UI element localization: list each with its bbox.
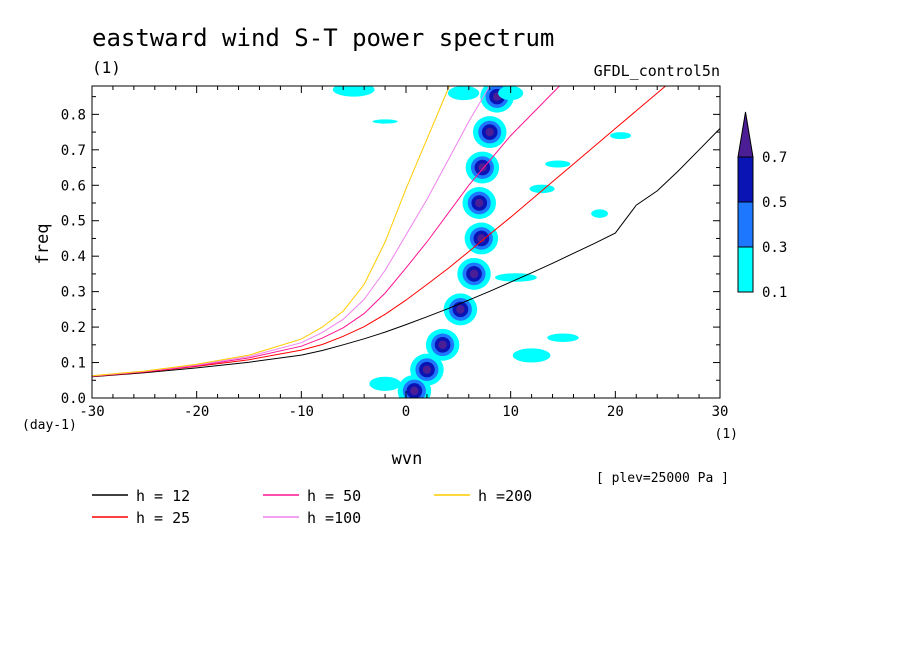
- contour-patch: [447, 86, 480, 101]
- dispersion-curve: [92, 128, 720, 378]
- title-units: (1): [92, 58, 121, 77]
- contour-patch: [545, 160, 571, 168]
- x-tick-label: -30: [79, 404, 104, 420]
- y-tick-label: 0.8: [61, 107, 86, 123]
- legend-label: h = 12: [136, 487, 190, 505]
- contour-blob: [422, 365, 432, 374]
- legend-label: h = 50: [307, 487, 361, 505]
- contour-patch: [512, 348, 551, 363]
- contour-patch: [494, 273, 537, 282]
- legend-label: h =100: [307, 509, 361, 527]
- contour-patch: [591, 209, 609, 218]
- dispersion-curve: [92, 86, 450, 377]
- contour-blob: [478, 163, 487, 172]
- legend: h = 12 h = 25 h = 50 h =100 h =200: [92, 487, 532, 527]
- x-tick-label: 10: [502, 404, 519, 420]
- y-tick-label: 0.0: [61, 391, 86, 407]
- colorbar-segment: [737, 201, 754, 248]
- contour-patch: [498, 86, 524, 101]
- y-tick-label: 0.7: [61, 143, 86, 159]
- legend-label: h =200: [478, 487, 532, 505]
- colorbar-label: 0.7: [762, 150, 787, 166]
- contour-blob: [469, 269, 479, 279]
- dispersion-curve: [92, 86, 667, 377]
- contour-patch: [529, 184, 555, 194]
- y-tick-label: 0.1: [61, 356, 86, 372]
- colorbar-label: 0.3: [762, 240, 787, 256]
- x-tick-label: 30: [712, 404, 729, 420]
- contour-blob: [477, 234, 486, 243]
- contour-blob: [438, 340, 447, 350]
- contour-blob: [456, 305, 465, 314]
- contour-blob: [475, 198, 484, 208]
- legend-label: h = 25: [136, 509, 190, 527]
- y-axis-label: freq: [33, 224, 53, 265]
- x-tick-label: -10: [289, 404, 314, 420]
- x-axis: -30 -20 -10 0 10 20 30: [79, 86, 728, 420]
- colorbar: 0.1 0.3 0.5 0.7: [737, 111, 787, 301]
- x-axis-label: wvn: [392, 449, 423, 469]
- colorbar-segment: [737, 246, 754, 293]
- dispersion-curve: [92, 86, 561, 377]
- contour-patch: [547, 333, 579, 342]
- y-tick-label: 0.2: [61, 320, 86, 336]
- y-tick-label: 0.6: [61, 178, 86, 194]
- colorbar-extend-arrow: [737, 111, 754, 158]
- contour-field: [332, 86, 632, 398]
- x-tick-label: 0: [402, 404, 410, 420]
- x-tick-label: -20: [184, 404, 209, 420]
- y-axis: 0.0 0.1 0.2 0.3 0.4 0.5 0.6 0.7 0.8: [61, 96, 720, 407]
- y-axis-units: (day-1): [22, 418, 77, 433]
- colorbar-label: 0.1: [762, 285, 787, 301]
- dataset-label: GFDL_control5n: [594, 62, 720, 80]
- dispersion-curves: [92, 86, 720, 378]
- chart-title: eastward wind S-T power spectrum: [92, 24, 554, 52]
- contour-blob: [410, 386, 419, 396]
- y-tick-label: 0.5: [61, 214, 86, 230]
- contour-blob: [485, 127, 494, 137]
- dispersion-curve: [92, 86, 491, 377]
- pressure-annotation: [ plev=25000 Pa ]: [596, 471, 729, 486]
- colorbar-segment: [737, 156, 754, 203]
- x-axis-units: (1): [715, 427, 738, 442]
- contour-patch: [610, 132, 632, 140]
- contour-patch: [332, 86, 375, 97]
- y-tick-label: 0.4: [61, 249, 86, 265]
- y-tick-label: 0.3: [61, 285, 86, 301]
- contour-patch: [372, 119, 398, 124]
- x-tick-label: 20: [607, 404, 624, 420]
- contour-patch: [369, 376, 401, 391]
- colorbar-label: 0.5: [762, 195, 787, 211]
